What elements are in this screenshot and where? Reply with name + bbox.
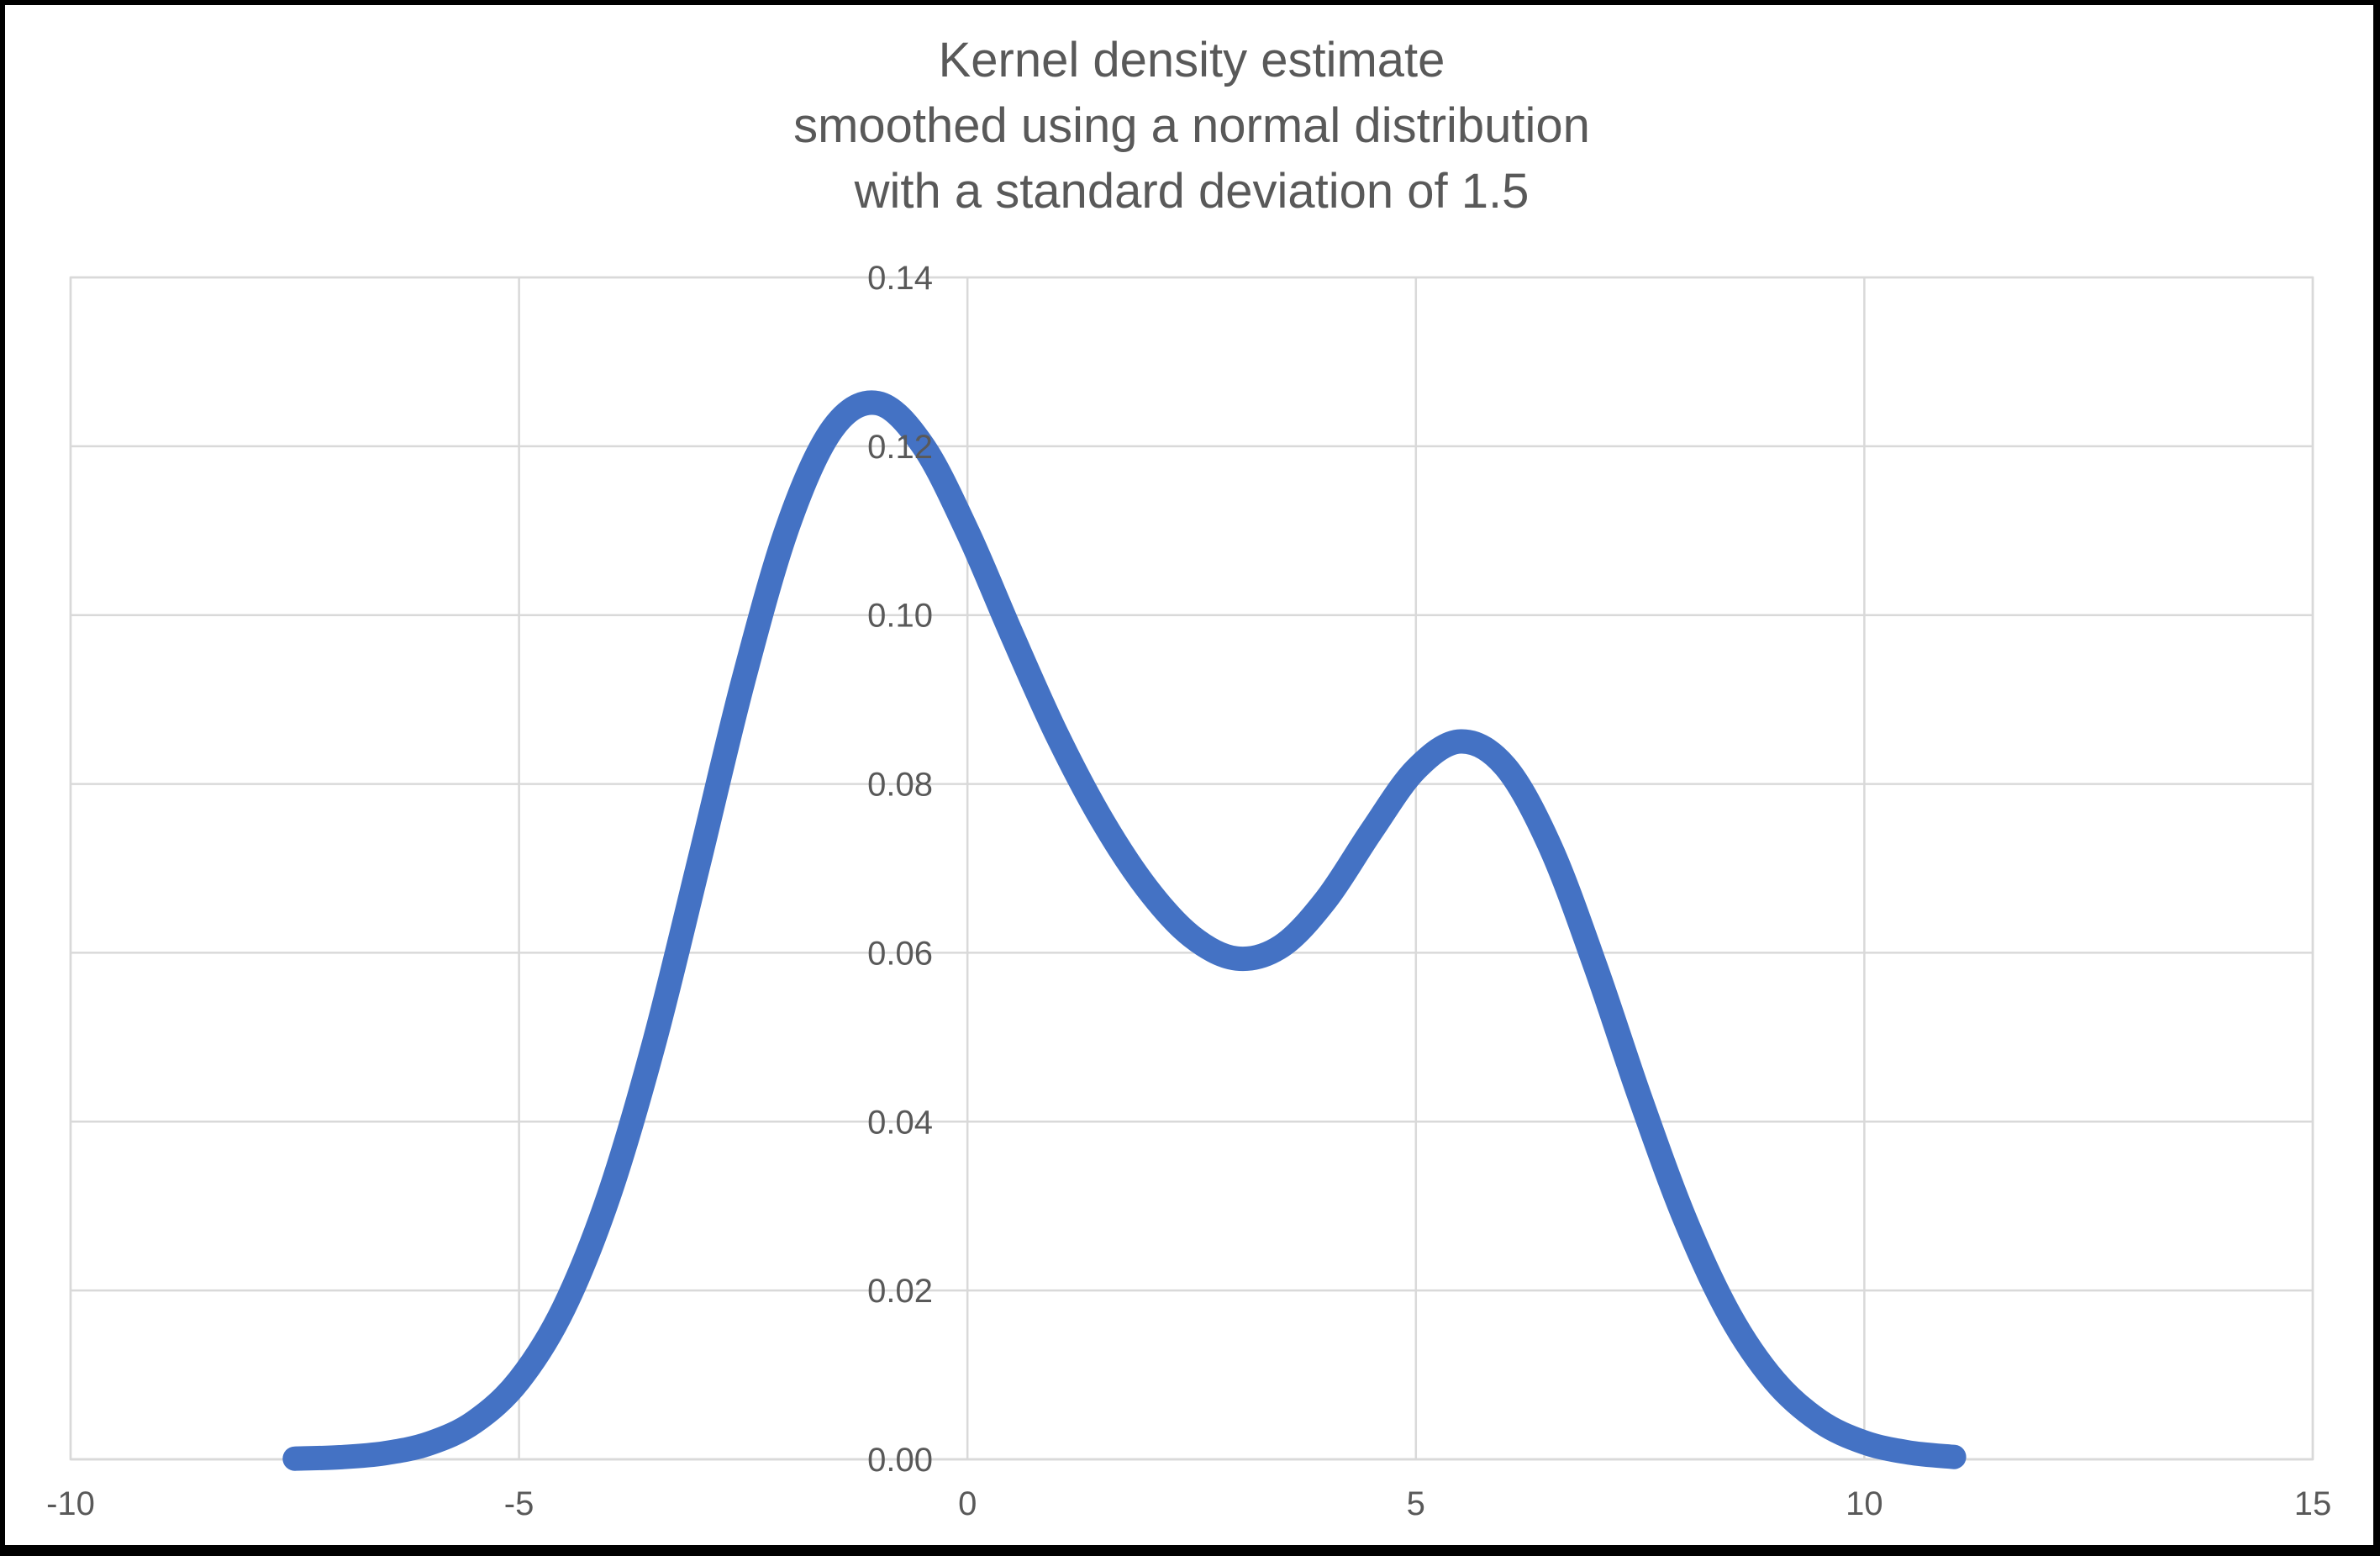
x-tick-label: -5 xyxy=(504,1485,534,1522)
y-tick-label: 0.08 xyxy=(867,767,933,804)
y-tick-label: 0.04 xyxy=(867,1104,933,1141)
plot-border xyxy=(69,276,2314,1461)
y-tick-label: 0.10 xyxy=(867,598,933,635)
y-tick-label: 0.14 xyxy=(867,260,933,297)
chart-title-line-2: smoothed using a normal distribution xyxy=(793,98,1590,153)
chart-title: Kernel density estimate smoothed using a… xyxy=(71,28,2313,224)
y-tick-label: 0.00 xyxy=(867,1442,933,1479)
x-tick-label: 5 xyxy=(1407,1485,1425,1522)
x-tick-label: -10 xyxy=(46,1485,95,1522)
x-tick-label: 10 xyxy=(1846,1485,1883,1522)
y-tick-label: 0.02 xyxy=(867,1273,933,1310)
x-tick-label: 15 xyxy=(2294,1485,2332,1522)
kde-curve xyxy=(282,390,1967,1471)
x-tick-label: 0 xyxy=(958,1485,977,1522)
chart-title-line-1: Kernel density estimate xyxy=(938,33,1445,87)
y-tick-label: 0.06 xyxy=(867,935,933,972)
chart-title-line-3: with a standard deviation of 1.5 xyxy=(854,164,1530,219)
y-tick-label: 0.12 xyxy=(867,429,933,466)
